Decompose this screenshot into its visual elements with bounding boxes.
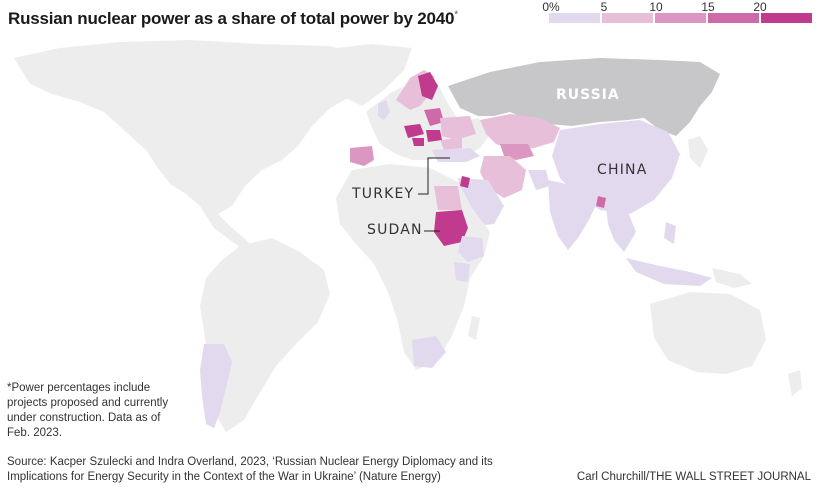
uk (378, 100, 390, 120)
france (378, 122, 400, 146)
finland (418, 72, 438, 100)
legend-tick-15: 15 (701, 0, 715, 14)
legend-swatch-5 (761, 13, 812, 23)
turkey-label: TURKEY (352, 186, 415, 202)
hungary-slovakia (404, 124, 424, 138)
legend: 0% 5 10 15 20 (542, 0, 812, 26)
bangladesh (596, 196, 606, 208)
papua (712, 268, 752, 288)
pakistan (528, 170, 550, 190)
sudan-label: SUDAN (367, 222, 423, 238)
page-title: Russian nuclear power as a share of tota… (8, 9, 458, 28)
legend-tick-20: 20 (753, 0, 767, 14)
footnote: *Power percentages include projects prop… (7, 382, 169, 439)
russia (448, 58, 720, 136)
south-america (200, 238, 330, 432)
spain (350, 146, 374, 166)
belarus-ukraine (440, 116, 476, 140)
poland (424, 108, 444, 126)
legend-swatch-3 (655, 13, 706, 23)
balkans (426, 130, 442, 142)
legend-swatch-2 (602, 13, 653, 23)
australia (650, 292, 766, 374)
southeast-asia (606, 206, 636, 252)
china-label: CHINA (597, 162, 648, 178)
greenland (318, 44, 412, 106)
legend-swatch-1 (549, 13, 600, 23)
legend-tick-5: 5 (600, 0, 608, 14)
east-africa (454, 262, 470, 282)
legend-tick-0: 0% (542, 0, 560, 14)
legend-swatch-4 (708, 13, 759, 23)
central-america (200, 206, 252, 250)
bulgaria-romania (440, 138, 462, 150)
turkey-callout-line (418, 157, 450, 195)
indonesia (626, 258, 712, 286)
korea-japan (688, 136, 708, 168)
argentina (200, 344, 232, 428)
madagascar (468, 316, 480, 340)
jordan (460, 176, 470, 188)
czechia (412, 138, 424, 146)
india (548, 180, 600, 250)
new-zealand (788, 370, 802, 396)
south-africa (412, 336, 446, 368)
sudan (434, 210, 468, 246)
source-note: Source: Kacper Szulecki and Indra Overla… (7, 456, 493, 483)
philippines (664, 222, 676, 244)
kazakhstan (480, 114, 560, 150)
credit-line: Carl Churchill/THE WALL STREET JOURNAL (576, 471, 811, 483)
title-asterisk: * (454, 9, 458, 21)
egypt (434, 186, 462, 210)
ethiopia (458, 236, 484, 262)
russia-label: RUSSIA (556, 87, 620, 103)
north-america (14, 40, 372, 214)
legend-tick-10: 10 (649, 0, 663, 14)
